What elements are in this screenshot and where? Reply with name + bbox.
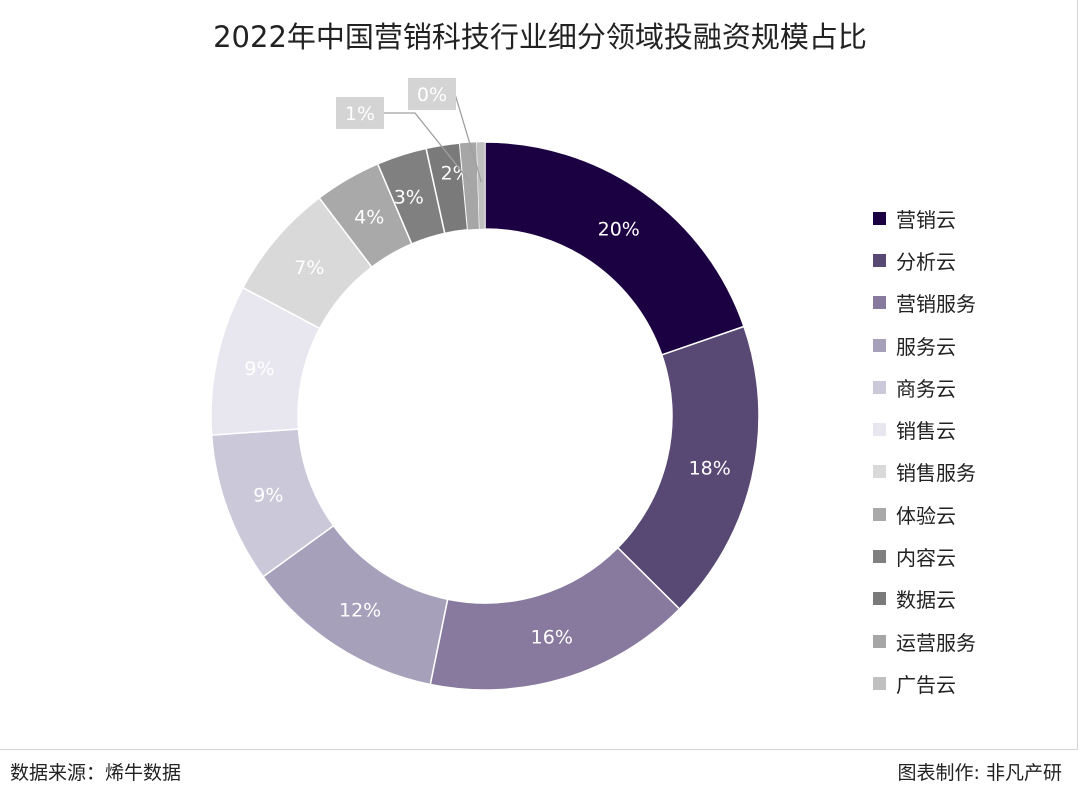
- data-label: 18%: [689, 457, 731, 479]
- data-label: 1%: [345, 103, 375, 125]
- legend-swatch: [873, 338, 886, 352]
- legend-label: 分析云: [896, 249, 956, 274]
- legend-swatch: [873, 465, 886, 479]
- label-box: [408, 78, 456, 110]
- source-note: 数据来源：烯牛数据: [10, 762, 182, 784]
- credit-note: 图表制作: 非凡产研: [897, 762, 1062, 784]
- legend-label: 运营服务: [896, 630, 976, 655]
- slice-营销云[interactable]: [484, 141, 745, 356]
- label-box: [336, 97, 384, 129]
- legend-item: 服务云: [873, 324, 976, 366]
- legend-label: 营销云: [896, 207, 956, 232]
- legend-label: 销售服务: [896, 461, 976, 486]
- legend-item: 商务云: [873, 366, 976, 408]
- legend: 营销云分析云营销服务服务云商务云销售云销售服务体验云内容云数据云运营服务广告云: [873, 197, 976, 705]
- legend-swatch: [873, 253, 886, 267]
- legend-label: 内容云: [896, 546, 956, 571]
- legend-item: 分析云: [873, 239, 976, 281]
- legend-label: 营销服务: [896, 292, 976, 317]
- legend-label: 广告云: [896, 672, 956, 697]
- data-label: 20%: [598, 218, 640, 240]
- data-label: 12%: [339, 600, 381, 622]
- legend-item: 销售服务: [873, 451, 976, 493]
- legend-item: 销售云: [873, 408, 976, 450]
- data-label: 4%: [354, 207, 384, 229]
- legend-swatch: [873, 211, 886, 225]
- data-label: 7%: [294, 257, 324, 279]
- legend-item: 营销服务: [873, 282, 976, 324]
- legend-item: 营销云: [873, 197, 976, 239]
- data-label: 3%: [394, 186, 424, 208]
- legend-swatch: [873, 380, 886, 394]
- legend-swatch: [873, 423, 886, 437]
- legend-label: 体验云: [896, 503, 956, 528]
- legend-item: 数据云: [873, 578, 976, 620]
- legend-swatch: [873, 296, 886, 310]
- data-label: 9%: [253, 485, 283, 507]
- chart-frame: [0, 0, 1078, 750]
- slice-广告云[interactable]: [476, 141, 486, 230]
- legend-item: 体验云: [873, 493, 976, 535]
- legend-item: 运营服务: [873, 620, 976, 662]
- legend-label: 商务云: [896, 376, 956, 401]
- leader-line: [380, 112, 472, 183]
- data-label: 0%: [417, 84, 447, 106]
- chart-title: 2022年中国营销科技行业细分领域投融资规模占比: [213, 20, 867, 54]
- legend-label: 销售云: [896, 419, 956, 444]
- legend-label: 服务云: [896, 334, 956, 359]
- legend-swatch: [873, 507, 886, 521]
- data-label: 9%: [244, 358, 274, 380]
- legend-item: 广告云: [873, 662, 976, 704]
- legend-swatch: [873, 550, 886, 564]
- legend-swatch: [873, 676, 886, 690]
- legend-label: 数据云: [896, 588, 956, 613]
- data-label: 16%: [531, 627, 573, 649]
- legend-swatch: [873, 634, 886, 648]
- legend-item: 内容云: [873, 535, 976, 577]
- legend-swatch: [873, 592, 886, 606]
